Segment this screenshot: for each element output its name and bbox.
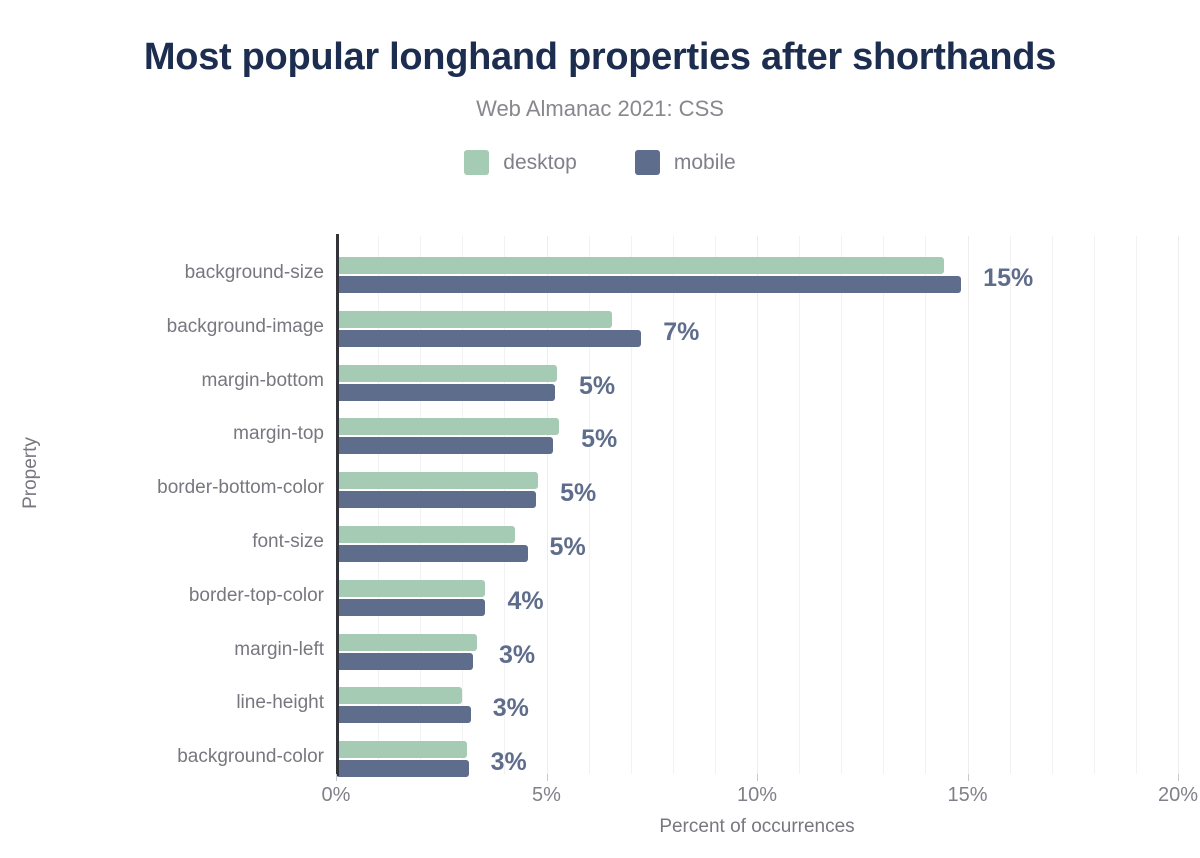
gridline (1178, 236, 1179, 774)
y-axis-line (336, 234, 339, 776)
bar-desktop-line-height[interactable] (336, 687, 463, 705)
bar-value-label-margin-bottom: 5% (579, 371, 616, 400)
bar-value-label-border-top-color: 4% (507, 586, 544, 615)
x-axis-tick-mark (546, 774, 548, 781)
gridline (841, 236, 843, 774)
x-axis-tick-5%: 5% (532, 784, 561, 806)
plot-area (336, 236, 1179, 778)
y-axis-label-margin-bottom: margin-bottom (201, 369, 325, 391)
bar-mobile-background-color[interactable] (336, 760, 469, 778)
legend-item-mobile[interactable]: mobile (634, 150, 736, 175)
bar-value-label-margin-top: 5% (581, 425, 618, 454)
gridline (672, 236, 674, 774)
gridline (1009, 236, 1011, 774)
bar-desktop-margin-top[interactable] (336, 418, 560, 436)
gridline (546, 236, 548, 774)
legend-label: mobile (673, 150, 736, 174)
bar-value-label-background-size: 15% (983, 264, 1034, 292)
gridline (925, 236, 927, 774)
legend-swatch-mobile (634, 150, 660, 175)
bar-row (336, 451, 1178, 509)
y-axis-label-border-bottom-color: border-bottom-color (157, 477, 324, 499)
bar-value-label-margin-left: 3% (499, 640, 536, 669)
chart-legend: desktop mobile (0, 150, 1200, 175)
bar-desktop-background-color[interactable] (336, 741, 467, 759)
bar-mobile-border-top-color[interactable] (336, 598, 486, 616)
bar-mobile-background-size[interactable] (336, 276, 962, 293)
legend-swatch-desktop (464, 150, 490, 175)
bar-value-label-background-color: 3% (490, 748, 527, 777)
y-axis-label-background-image: background-image (166, 315, 324, 337)
gridline (630, 236, 632, 774)
bar-desktop-margin-left[interactable] (336, 633, 478, 651)
bar-desktop-font-size[interactable] (336, 526, 515, 543)
bar-desktop-border-top-color[interactable] (336, 579, 486, 597)
gridline (1135, 236, 1137, 774)
gridline (967, 236, 969, 774)
x-axis-tick-0%: 0% (321, 784, 351, 806)
gridline (799, 236, 801, 774)
bar-mobile-font-size[interactable] (336, 545, 528, 562)
bar-value-label-line-height: 3% (492, 694, 529, 723)
y-axis-title: Property (19, 437, 41, 509)
bar-mobile-margin-top[interactable] (336, 437, 553, 455)
page-title: Most popular longhand properties after s… (143, 36, 1057, 78)
legend-item-desktop[interactable]: desktop (464, 150, 577, 175)
y-axis-label-background-color: background-color (177, 746, 324, 768)
bar-mobile-margin-left[interactable] (336, 652, 473, 670)
y-axis-label-line-height: line-height (236, 692, 324, 714)
bar-mobile-line-height[interactable] (336, 706, 471, 724)
bar-desktop-background-size[interactable] (336, 257, 945, 274)
bar-row (336, 505, 1178, 562)
gridline (588, 236, 590, 774)
x-axis-tick-mark (1178, 774, 1179, 781)
y-axis-label-margin-top: margin-top (233, 423, 324, 445)
bar-row (336, 290, 1178, 347)
bar-row (336, 397, 1178, 455)
bar-row (336, 613, 1178, 670)
gridline (1051, 236, 1053, 774)
bar-row (336, 559, 1178, 616)
y-axis-label-font-size: font-size (252, 531, 324, 552)
x-axis-title: Percent of occurrences (659, 816, 855, 837)
y-axis-label-margin-left: margin-left (234, 638, 324, 660)
bar-mobile-border-bottom-color[interactable] (336, 491, 536, 509)
bar-value-label-border-bottom-color: 5% (560, 479, 597, 508)
bar-mobile-background-image[interactable] (336, 329, 642, 347)
bar-value-label-font-size: 5% (549, 533, 586, 561)
bar-desktop-margin-bottom[interactable] (336, 364, 558, 382)
bar-mobile-margin-bottom[interactable] (336, 383, 555, 401)
chart-subtitle: Web Almanac 2021: CSS (476, 96, 724, 121)
bar-row (336, 236, 1178, 293)
x-axis-tick-10%: 10% (736, 784, 778, 806)
x-axis-tick-20%: 20% (1157, 784, 1199, 806)
bar-row (336, 720, 1178, 778)
bar-desktop-border-bottom-color[interactable] (336, 472, 539, 490)
bar-row (336, 344, 1178, 401)
bar-value-label-background-image: 7% (663, 317, 700, 346)
y-axis-label-border-top-color: border-top-color (188, 584, 324, 606)
gridline (757, 236, 758, 774)
x-axis-tick-mark (967, 774, 969, 781)
x-axis-tick-mark (757, 774, 758, 781)
gridline (714, 236, 716, 774)
x-axis-tick-mark (336, 774, 337, 781)
bar-row (336, 666, 1178, 724)
gridline (1093, 236, 1095, 774)
gridline (883, 236, 885, 774)
y-axis-label-background-size: background-size (184, 262, 324, 283)
bar-desktop-background-image[interactable] (336, 310, 612, 328)
x-axis-tick-15%: 15% (947, 784, 988, 806)
legend-label: desktop (503, 150, 577, 174)
